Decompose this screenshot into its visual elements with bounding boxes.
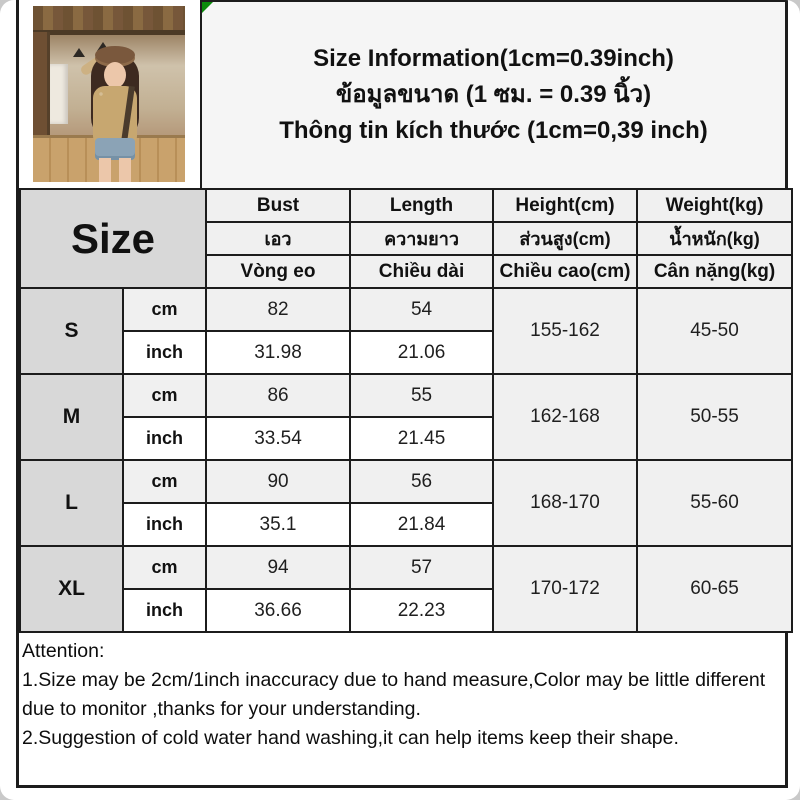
l-weight-range: 55-60 [636,459,794,547]
column-header-length-th: ความยาว [349,221,495,256]
m-length-inch: 21.45 [349,416,495,461]
xl-weight-range: 60-65 [636,545,794,633]
table-row: inch 36.66 22.23 [20,588,792,633]
photo-ceiling [33,6,185,32]
s-length-inch: 21.06 [349,330,495,375]
xl-length-inch: 22.23 [349,588,495,633]
photo-model-leg [99,158,111,182]
table-row: L cm 90 56 168-170 55-60 [19,459,794,547]
attention-note-2: 2.Suggestion of cold water hand washing,… [22,727,679,749]
s-height-range: 155-162 [492,287,639,375]
m-weight-range: 50-55 [636,373,794,461]
title-english: Size Information(1cm=0.39inch) [313,45,674,72]
unit-cm-label: cm [121,287,208,332]
l-length-cm: 56 [349,459,495,504]
photo-beam [33,30,185,35]
table-row: M cm 86 55 162-168 50-55 [19,373,794,461]
s-weight-range: 45-50 [636,287,794,375]
table-row: XL cm 94 57 170-172 60-65 [19,545,794,633]
banner: Size Information(1cm=0.39inch) ข้อมูลขนา… [19,0,785,188]
table-row: inch 31.98 21.06 [20,330,792,375]
column-header-length-en: Length [349,188,495,223]
unit-inch-label: inch [121,330,208,375]
photo-cell [19,0,200,188]
size-l-label: L [19,459,124,547]
column-header-length-vi: Chiều dài [349,254,495,289]
size-xl-label: XL [19,545,124,633]
m-length-cm: 55 [349,373,495,418]
l-bust-inch: 35.1 [205,502,352,547]
unit-cm-label: cm [121,545,208,590]
column-header-height-vi: Chiều cao(cm) [492,254,639,289]
size-chart-table: Size Bust Length Height(cm) Weight(kg) เ… [18,188,794,633]
title-vietnamese: Thông tin kích thước (1cm=0,39 inch) [279,117,708,144]
photo-curtain [50,64,68,124]
l-bust-cm: 90 [205,459,352,504]
m-bust-inch: 33.54 [205,416,352,461]
column-header-bust-en: Bust [205,188,352,223]
column-header-height-en: Height(cm) [492,188,639,223]
column-header-weight-vi: Cân nặng(kg) [636,254,794,289]
s-bust-inch: 31.98 [205,330,352,375]
title-cell: Size Information(1cm=0.39inch) ข้อมูลขนา… [200,0,785,188]
xl-length-cm: 57 [349,545,495,590]
title-thai: ข้อมูลขนาด (1 ซม. = 0.39 นิ้ว) [335,81,652,108]
table-row: inch 33.54 21.45 [20,416,792,461]
table-row: inch 35.1 21.84 [20,502,792,547]
attention-section: Attention: 1.Size may be 2cm/1inch inacc… [19,633,785,785]
unit-inch-label: inch [121,502,208,547]
xl-height-range: 170-172 [492,545,639,633]
column-header-weight-en: Weight(kg) [636,188,794,223]
size-header-cell: Size [18,188,208,289]
column-header-height-th: ส่วนสูง(cm) [492,221,639,256]
unit-cm-label: cm [121,373,208,418]
cell-corner-flag-icon [202,2,213,13]
xl-bust-inch: 36.66 [205,588,352,633]
lantern-icon [73,48,85,57]
s-length-cm: 54 [349,287,495,332]
attention-note-1: 1.Size may be 2cm/1inch inaccuracy due t… [22,669,766,720]
unit-inch-label: inch [121,416,208,461]
l-height-range: 168-170 [492,459,639,547]
content-frame: Size Information(1cm=0.39inch) ข้อมูลขนา… [16,0,794,788]
size-m-label: M [19,373,124,461]
m-height-range: 162-168 [492,373,639,461]
size-s-label: S [19,287,124,375]
photo-model-shorts [95,138,135,160]
attention-heading: Attention: [22,640,105,662]
unit-cm-label: cm [121,459,208,504]
column-header-weight-th: น้ำหนัก(kg) [636,221,794,256]
photo-model-leg [119,158,131,182]
xl-bust-cm: 94 [205,545,352,590]
s-bust-cm: 82 [205,287,352,332]
l-length-inch: 21.84 [349,502,495,547]
column-header-bust-vi: Vòng eo [205,254,352,289]
table-row: S cm 82 54 155-162 45-50 [19,287,794,375]
product-photo [33,6,185,182]
column-header-bust-th: เอว [205,221,352,256]
m-bust-cm: 86 [205,373,352,418]
unit-inch-label: inch [121,588,208,633]
photo-model-face [104,62,126,88]
photo-model-beret [95,46,135,64]
